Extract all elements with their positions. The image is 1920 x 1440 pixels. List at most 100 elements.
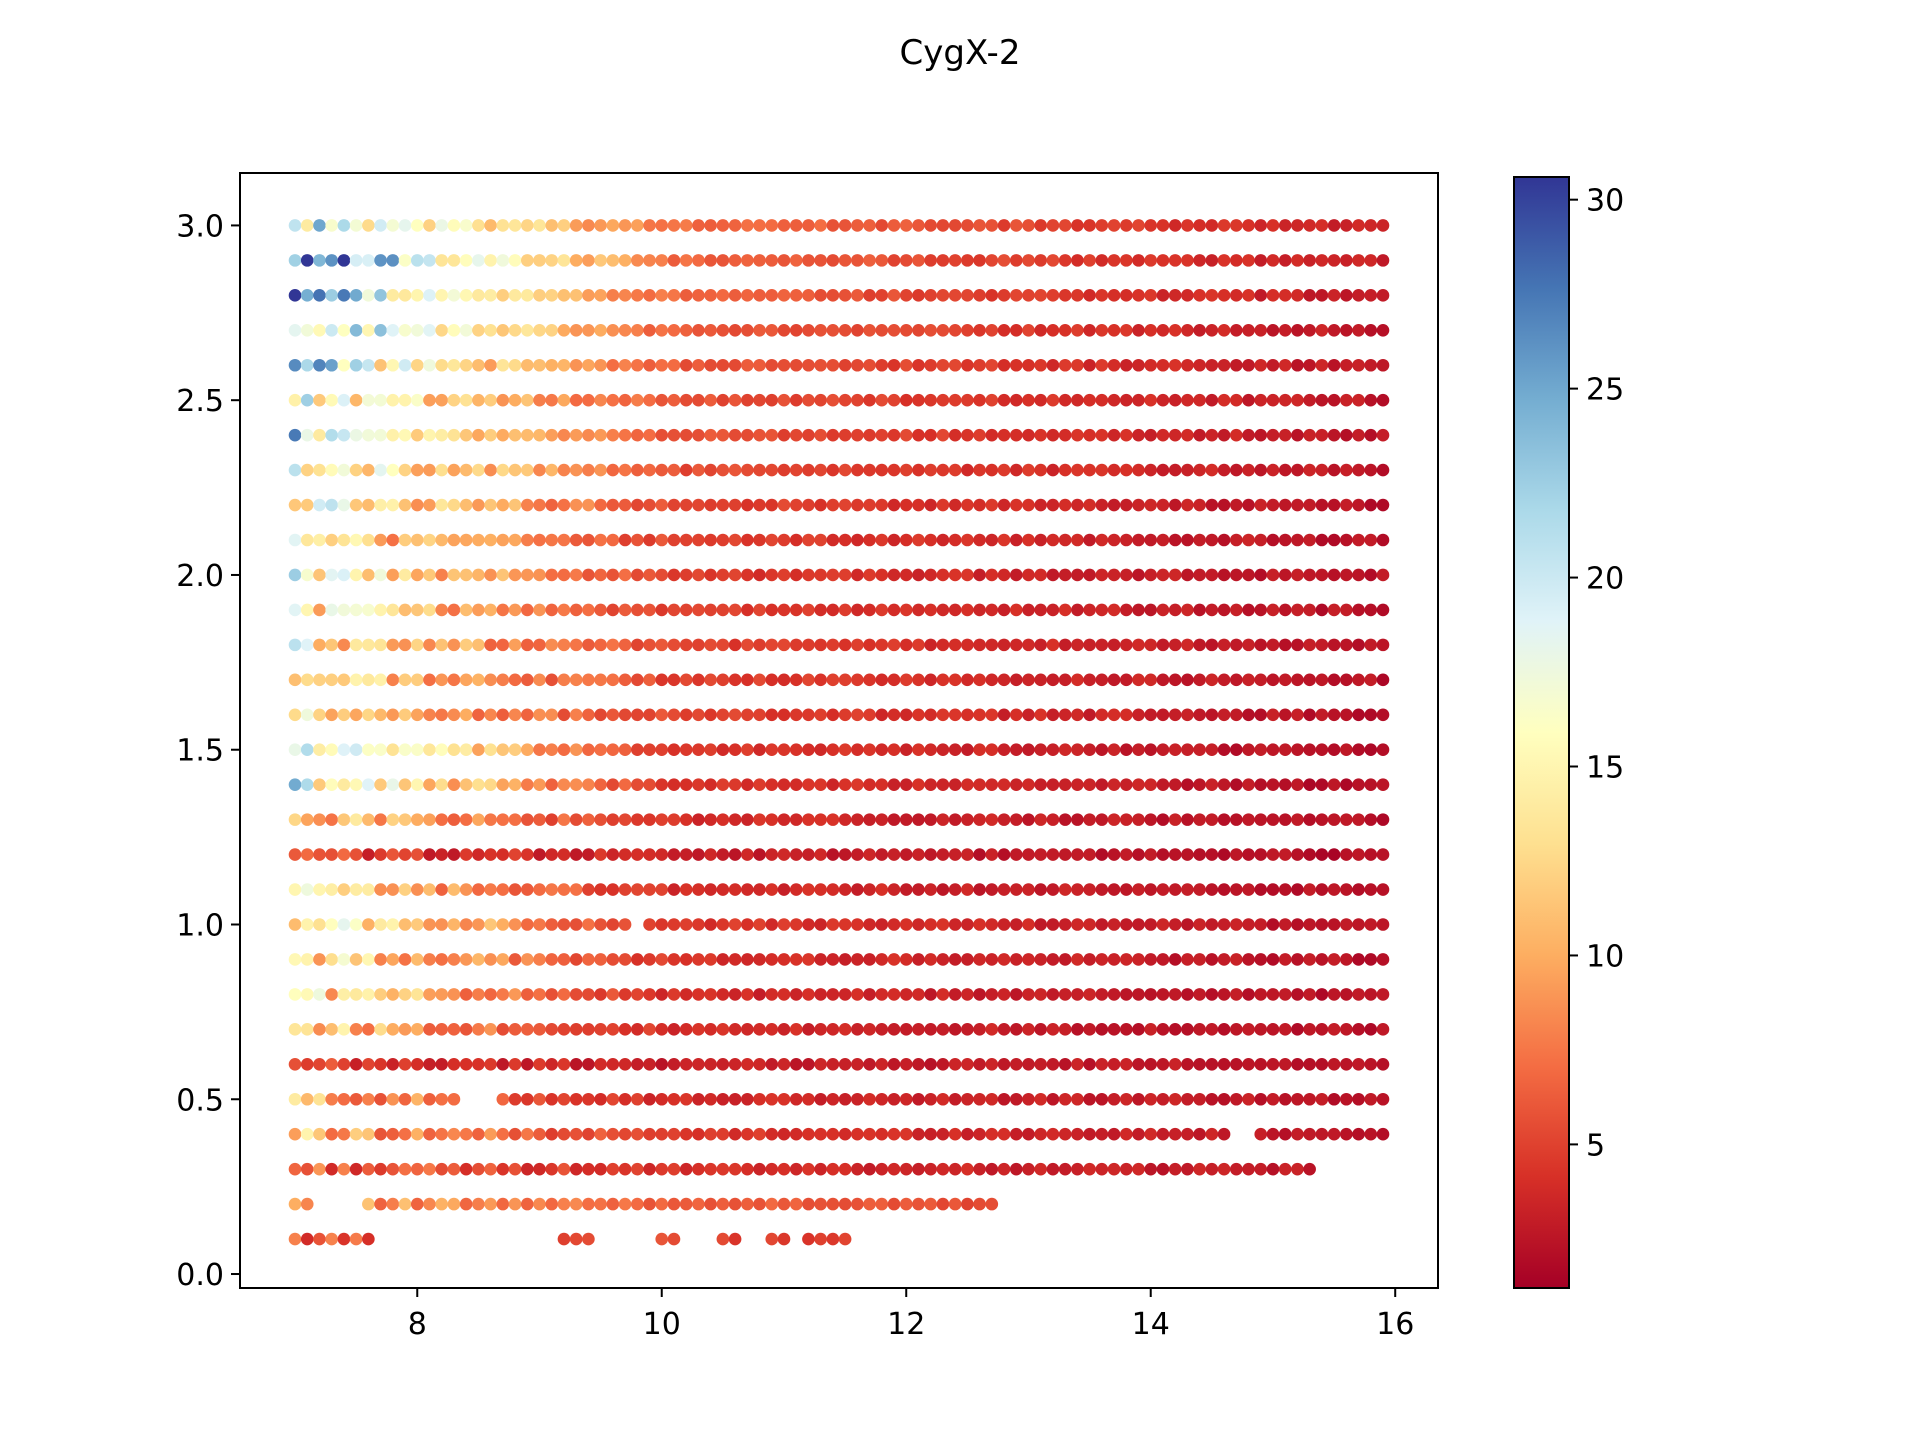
scatter-point	[667, 219, 681, 232]
scatter-point	[1168, 323, 1182, 337]
scatter-point	[655, 428, 669, 442]
scatter-point	[679, 603, 693, 617]
scatter-point	[789, 848, 803, 861]
scatter-point	[814, 393, 827, 407]
scatter-point	[435, 323, 449, 337]
scatter-point	[802, 323, 815, 337]
scatter-point	[1095, 883, 1109, 896]
scatter-point	[386, 219, 400, 232]
scatter-point	[1340, 358, 1353, 372]
scatter-point	[362, 743, 375, 757]
scatter-point	[1266, 708, 1280, 722]
scatter-point	[716, 289, 730, 302]
scatter-point	[398, 393, 412, 407]
scatter-point	[789, 463, 803, 477]
scatter-point	[472, 568, 485, 582]
y-tick-label: 1.0	[176, 908, 224, 943]
scatter-point	[1364, 918, 1378, 931]
scatter-point	[1071, 358, 1084, 372]
scatter-point	[1303, 254, 1316, 267]
scatter-point	[545, 813, 559, 826]
scatter-point	[362, 918, 375, 931]
scatter-point	[1119, 708, 1133, 722]
scatter-point	[887, 1162, 901, 1176]
scatter-point	[1315, 393, 1329, 407]
scatter-point	[459, 323, 473, 337]
scatter-point	[1009, 778, 1023, 791]
scatter-point	[520, 813, 534, 826]
scatter-point	[1034, 638, 1047, 652]
scatter-point	[814, 708, 827, 722]
scatter-point	[875, 883, 889, 896]
scatter-point	[716, 848, 730, 861]
scatter-point	[545, 778, 559, 791]
scatter-point	[362, 1058, 375, 1071]
scatter-point	[643, 743, 656, 757]
scatter-point	[692, 778, 705, 791]
scatter-point	[1071, 533, 1084, 547]
scatter-point	[716, 918, 730, 931]
scatter-point	[1071, 1127, 1084, 1141]
scatter-point	[948, 638, 962, 652]
scatter-point	[643, 1023, 656, 1036]
scatter-point	[533, 778, 546, 791]
scatter-point	[777, 358, 791, 372]
scatter-point	[349, 1162, 363, 1176]
scatter-point	[472, 358, 485, 372]
scatter-point	[484, 463, 497, 477]
scatter-point	[1119, 428, 1133, 442]
scatter-point	[1327, 813, 1341, 826]
scatter-point	[851, 883, 864, 896]
scatter-point	[374, 1197, 387, 1211]
scatter-point	[1205, 1058, 1219, 1071]
scatter-point	[1340, 1092, 1353, 1106]
scatter-point	[961, 813, 974, 826]
scatter-point	[973, 1162, 986, 1176]
scatter-point	[863, 743, 876, 757]
scatter-point	[1156, 428, 1170, 442]
colorbar-tick-label: 15	[1586, 751, 1624, 786]
scatter-point	[1034, 743, 1047, 757]
scatter-point	[557, 918, 571, 931]
scatter-point	[1266, 1127, 1280, 1141]
scatter-point	[802, 1197, 815, 1211]
scatter-point	[1144, 743, 1158, 757]
scatter-point	[1278, 743, 1292, 757]
scatter-point	[1376, 603, 1390, 617]
scatter-point	[1083, 918, 1096, 931]
scatter-point	[716, 953, 730, 966]
scatter-point	[1168, 1023, 1182, 1036]
scatter-point	[1376, 638, 1390, 652]
scatter-point	[1095, 533, 1109, 547]
scatter-point	[1119, 883, 1133, 896]
scatter-point	[692, 219, 705, 232]
scatter-point	[1083, 1092, 1096, 1106]
scatter-point	[1144, 1058, 1158, 1071]
scatter-point	[887, 708, 901, 722]
scatter-point	[447, 498, 461, 512]
scatter-point	[716, 323, 730, 337]
scatter-point	[557, 708, 571, 722]
scatter-point	[557, 289, 571, 302]
scatter-point	[692, 289, 705, 302]
scatter-point	[325, 603, 338, 617]
scatter-point	[582, 358, 595, 372]
scatter-point	[679, 918, 693, 931]
scatter-point	[582, 918, 595, 931]
scatter-point	[496, 393, 510, 407]
scatter-point	[765, 638, 779, 652]
scatter-point	[496, 568, 510, 582]
scatter-point	[569, 673, 583, 687]
scatter-point	[459, 673, 473, 687]
scatter-point	[1315, 1058, 1329, 1071]
scatter-point	[1376, 1058, 1390, 1071]
scatter-point	[447, 323, 461, 337]
scatter-point	[961, 289, 974, 302]
scatter-point	[288, 673, 302, 687]
scatter-point	[1230, 603, 1243, 617]
scatter-point	[643, 918, 656, 931]
scatter-point	[533, 603, 546, 617]
scatter-point	[765, 289, 779, 302]
scatter-point	[1266, 743, 1280, 757]
scatter-point	[1193, 393, 1206, 407]
